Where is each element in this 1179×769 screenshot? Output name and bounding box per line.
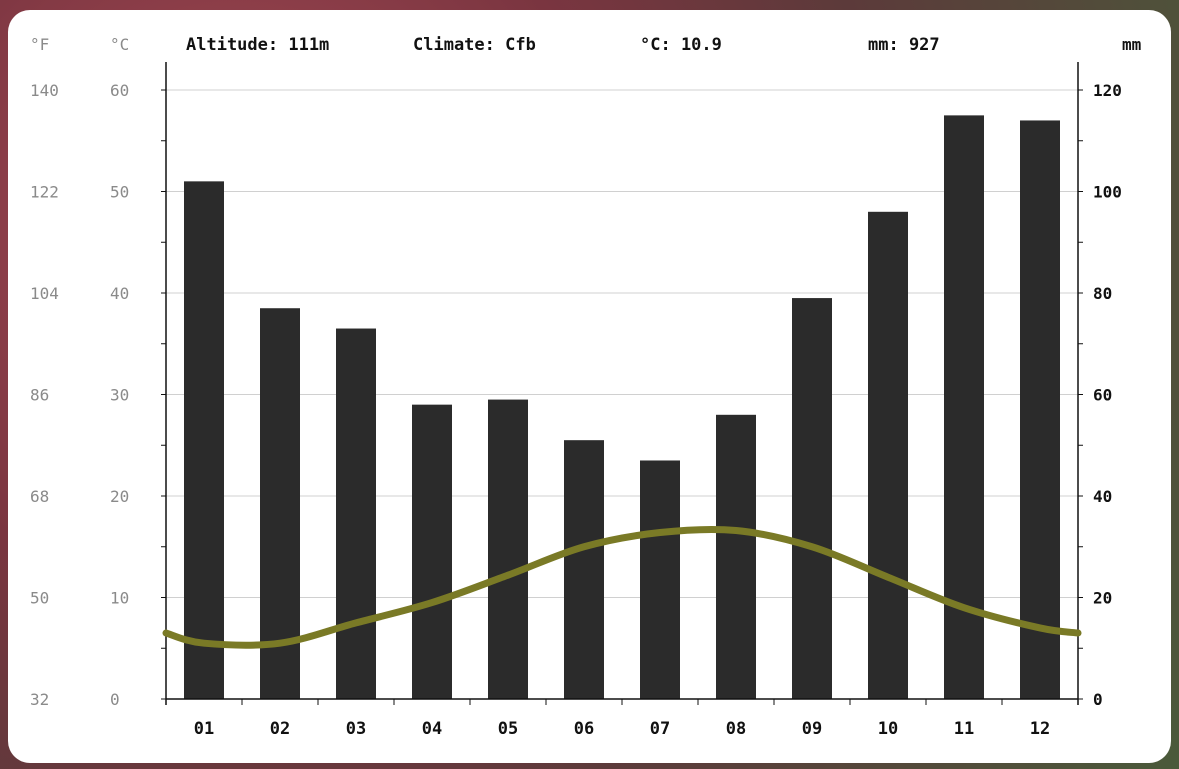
mm-unit-label: mm: [1122, 35, 1142, 54]
tick-labels: 140 60 120 122 50 100 104 40 80 86 30 60 68 20 40 50 10 2…: [30, 81, 1122, 709]
month-label: 12: [1030, 719, 1050, 739]
precip-bar-10: [868, 211, 908, 700]
celsius-tick-label: 50: [110, 183, 129, 202]
temperature-line: [162, 525, 1082, 649]
celsius-tick-label: 10: [110, 589, 129, 608]
precip-bar-02: [260, 308, 300, 699]
fahrenheit-tick-label: 68: [30, 487, 49, 506]
mm-tick-label: 60: [1093, 386, 1112, 405]
month-label: 08: [726, 719, 746, 739]
annual-precipitation-label: mm: 927: [868, 35, 940, 55]
altitude-label: Altitude: 111m: [186, 35, 329, 55]
mm-tick-label: 20: [1093, 589, 1112, 608]
precip-bar-07: [640, 460, 680, 699]
month-label: 02: [270, 719, 290, 739]
precip-bar-03: [336, 328, 376, 699]
precipitation-bars: [184, 115, 1060, 700]
month-label: 01: [194, 719, 214, 739]
precip-bar-05: [488, 399, 528, 699]
climate-label: Climate: Cfb: [413, 35, 536, 55]
fahrenheit-unit-label: °F: [30, 35, 49, 54]
fahrenheit-tick-label: 122: [30, 183, 59, 202]
precip-bar-06: [564, 440, 604, 699]
celsius-tick-label: 20: [110, 487, 129, 506]
gridlines: [166, 89, 1078, 598]
month-labels: 01 02 03 04 05 06 07 08 09 10 11 12: [194, 719, 1050, 739]
month-label: 11: [954, 719, 974, 739]
month-label: 09: [802, 719, 822, 739]
mean-temperature-label: °C: 10.9: [640, 35, 722, 55]
month-label: 03: [346, 719, 366, 739]
precip-bar-12: [1020, 120, 1060, 699]
celsius-tick-label: 60: [110, 81, 129, 100]
mm-tick-label: 0: [1093, 690, 1103, 709]
precip-bar-08: [716, 414, 756, 699]
temperature-series-line: [162, 525, 1082, 649]
fahrenheit-tick-label: 140: [30, 81, 59, 100]
mm-tick-label: 40: [1093, 487, 1112, 506]
month-label: 04: [422, 719, 442, 739]
fahrenheit-tick-label: 86: [30, 386, 49, 405]
precip-bar-09: [792, 298, 832, 699]
precip-bar-04: [412, 404, 452, 699]
celsius-unit-label: °C: [110, 35, 129, 54]
month-label: 05: [498, 719, 518, 739]
fahrenheit-tick-label: 50: [30, 589, 49, 608]
precip-bar-01: [184, 181, 224, 700]
mm-tick-label: 100: [1093, 183, 1122, 202]
fahrenheit-tick-label: 32: [30, 690, 49, 709]
month-label: 06: [574, 719, 594, 739]
celsius-tick-label: 0: [110, 690, 120, 709]
celsius-tick-label: 40: [110, 284, 129, 303]
celsius-tick-label: 30: [110, 386, 129, 405]
month-label: 07: [650, 719, 670, 739]
month-label: 10: [878, 719, 898, 739]
mm-tick-label: 120: [1093, 81, 1122, 100]
mm-tick-label: 80: [1093, 284, 1112, 303]
axes: [161, 62, 1083, 705]
fahrenheit-tick-label: 104: [30, 284, 59, 303]
